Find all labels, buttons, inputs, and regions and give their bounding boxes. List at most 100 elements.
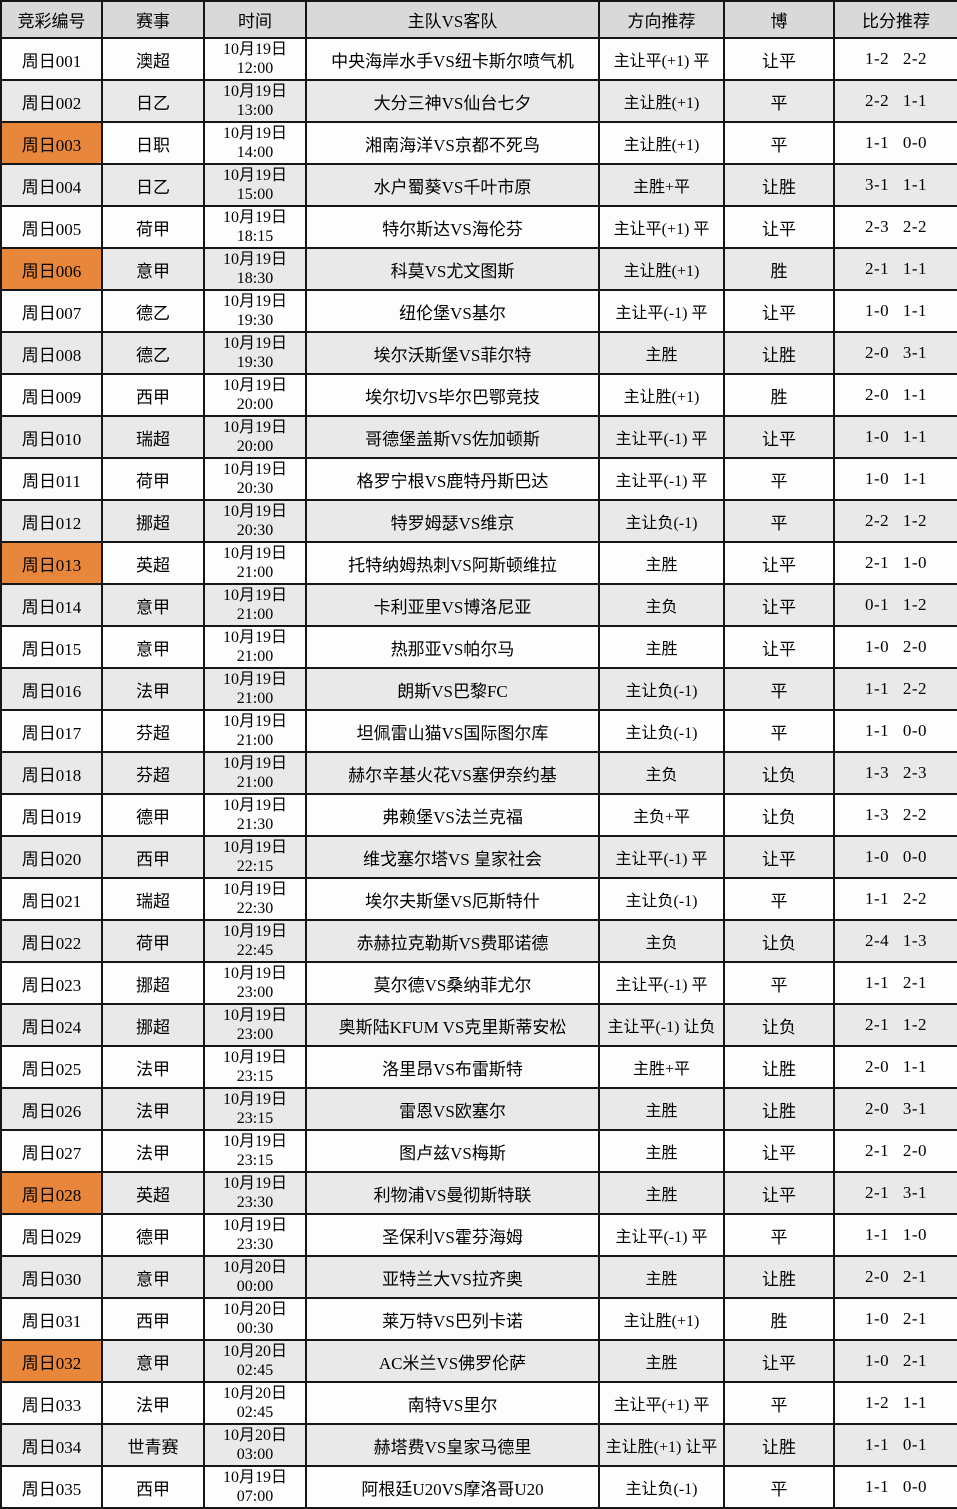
bet-cell: 平 [723,709,835,753]
direction-cell: 主胜 [598,541,725,585]
match-time: 02:45 [236,1404,274,1421]
score-cell: 1-0 2-1 [833,1339,957,1383]
match-id-cell: 周日014 [0,583,103,627]
score-cell: 2-1 1-2 [833,1003,957,1047]
time-cell: 10月19日 22:15 [203,835,307,879]
time-cell: 10月19日 23:00 [203,961,307,1005]
match-time: 03:00 [236,1446,274,1463]
score-cell: 2-4 1-3 [833,919,957,963]
match-id-cell: 周日032 [0,1339,103,1383]
match-time: 23:30 [236,1236,274,1253]
bet-cell: 让平 [723,37,835,81]
match-date: 10月19日 [222,460,287,478]
bet-cell: 让平 [723,583,835,627]
direction-cell: 主让负(-1) [598,499,725,543]
score-cell: 2-1 1-1 [833,247,957,291]
time-cell: 10月19日 21:00 [203,667,307,711]
table-row: 周日013 英超 10月19日 21:00 托特纳姆热刺VS阿斯顿维拉 主胜 让平 2-1 1… [0,541,957,585]
match-date: 10月19日 [222,1468,287,1486]
match-time: 19:30 [236,312,274,329]
bet-cell: 胜 [723,1297,835,1341]
bet-cell: 平 [723,877,835,921]
match-id-cell: 周日006 [0,247,103,291]
score-cell: 2-2 1-1 [833,79,957,123]
league-cell: 德乙 [101,331,205,375]
match-date: 10月19日 [222,712,287,730]
match-id-cell: 周日027 [0,1129,103,1173]
match-date: 10月19日 [222,208,287,226]
direction-cell: 主让平(-1) 平 [598,835,725,879]
score-cell: 1-0 0-0 [833,835,957,879]
match-cell: 维戈塞尔塔VS 皇家社会 [305,835,600,879]
league-cell: 德乙 [101,289,205,333]
bet-cell: 让胜 [723,1423,835,1467]
match-id-cell: 周日033 [0,1381,103,1425]
match-id-cell: 周日035 [0,1465,103,1509]
bet-cell: 让平 [723,835,835,879]
match-date: 10月19日 [222,166,287,184]
table-row: 周日015 意甲 10月19日 21:00 热那亚VS帕尔马 主胜 让平 1-0 2-0 [0,625,957,669]
table-row: 周日027 法甲 10月19日 23:15 图卢兹VS梅斯 主胜 让平 2-1 2-0 [0,1129,957,1173]
match-time: 00:00 [236,1278,274,1295]
league-cell: 芬超 [101,709,205,753]
match-id-cell: 周日010 [0,415,103,459]
league-cell: 荷甲 [101,919,205,963]
score-cell: 0-1 1-2 [833,583,957,627]
league-cell: 瑞超 [101,877,205,921]
match-date: 10月19日 [222,586,287,604]
match-cell: 阿根廷U20VS摩洛哥U20 [305,1465,600,1509]
match-cell: 洛里昂VS布雷斯特 [305,1045,600,1089]
match-id-cell: 周日013 [0,541,103,585]
direction-cell: 主让胜(+1) 让平 [598,1423,725,1467]
match-cell: 特罗姆瑟VS维京 [305,499,600,543]
league-cell: 意甲 [101,583,205,627]
match-cell: 坦佩雷山猫VS国际图尔库 [305,709,600,753]
direction-cell: 主让平(+1) 平 [598,37,725,81]
score-cell: 2-0 1-1 [833,1045,957,1089]
column-header-direction: 方向推荐 [598,0,725,39]
score-cell: 1-0 1-1 [833,415,957,459]
match-date: 10月19日 [222,628,287,646]
match-id-cell: 周日004 [0,163,103,207]
match-id-cell: 周日015 [0,625,103,669]
table-row: 周日032 意甲 10月20日 02:45 AC米兰VS佛罗伦萨 主胜 让平 1-0 2-1 [0,1339,957,1383]
match-time: 12:00 [236,60,274,77]
time-cell: 10月19日 20:30 [203,499,307,543]
match-cell: 图卢兹VS梅斯 [305,1129,600,1173]
league-cell: 西甲 [101,373,205,417]
match-date: 10月20日 [222,1426,287,1444]
match-date: 10月20日 [222,1258,287,1276]
direction-cell: 主胜+平 [598,1045,725,1089]
score-cell: 1-0 2-0 [833,625,957,669]
match-time: 22:30 [236,900,274,917]
league-cell: 日乙 [101,163,205,207]
bet-cell: 让负 [723,793,835,837]
league-cell: 芬超 [101,751,205,795]
score-cell: 1-2 1-1 [833,1381,957,1425]
column-header-league: 赛事 [101,0,205,39]
match-time: 00:30 [236,1320,274,1337]
time-cell: 10月19日 23:15 [203,1129,307,1173]
match-date: 10月19日 [222,796,287,814]
bet-cell: 平 [723,1465,835,1509]
direction-cell: 主胜 [598,625,725,669]
score-cell: 1-0 1-1 [833,457,957,501]
match-date: 10月19日 [222,922,287,940]
time-cell: 10月19日 21:00 [203,541,307,585]
bet-cell: 让平 [723,415,835,459]
direction-cell: 主胜 [598,1129,725,1173]
league-cell: 法甲 [101,1381,205,1425]
time-cell: 10月19日 23:30 [203,1213,307,1257]
table-row: 周日008 德乙 10月19日 19:30 埃尔沃斯堡VS菲尔特 主胜 让胜 2-0 3-1 [0,331,957,375]
direction-cell: 主让负(-1) [598,877,725,921]
bet-cell: 让胜 [723,331,835,375]
match-date: 10月19日 [222,418,287,436]
match-id-cell: 周日020 [0,835,103,879]
league-cell: 澳超 [101,37,205,81]
match-date: 10月19日 [222,1090,287,1108]
match-time: 21:00 [236,648,274,665]
match-date: 10月19日 [222,82,287,100]
time-cell: 10月19日 12:00 [203,37,307,81]
direction-cell: 主胜 [598,1087,725,1131]
score-cell: 1-1 0-1 [833,1423,957,1467]
